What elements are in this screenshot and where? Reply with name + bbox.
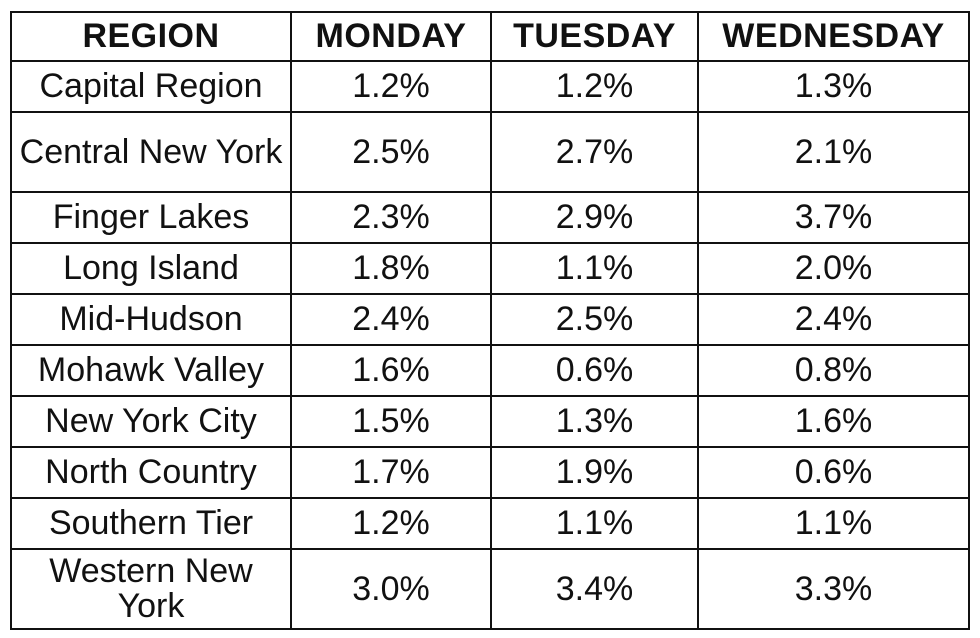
table-row: Capital Region 1.2% 1.2% 1.3% [10,60,970,113]
tuesday-cell: 1.3% [490,395,699,448]
wednesday-cell: 1.3% [697,60,970,113]
table-row: Western New York 3.0% 3.4% 3.3% [10,548,970,630]
region-cell: New York City [10,395,292,448]
header-tuesday: TUESDAY [490,11,699,62]
table-header-row: REGION MONDAY TUESDAY WEDNESDAY [10,11,970,62]
wednesday-cell: 0.8% [697,344,970,397]
monday-cell: 1.6% [290,344,492,397]
region-cell: Western New York [10,548,292,630]
header-monday: MONDAY [290,11,492,62]
monday-cell: 1.2% [290,60,492,113]
region-cell: Mohawk Valley [10,344,292,397]
region-cell: Finger Lakes [10,191,292,244]
table-row: Mohawk Valley 1.6% 0.6% 0.8% [10,344,970,397]
header-region: REGION [10,11,292,62]
tuesday-cell: 2.7% [490,111,699,193]
wednesday-cell: 0.6% [697,446,970,499]
monday-cell: 1.5% [290,395,492,448]
table-row: Long Island 1.8% 1.1% 2.0% [10,242,970,295]
monday-cell: 1.8% [290,242,492,295]
region-cell: North Country [10,446,292,499]
wednesday-cell: 2.1% [697,111,970,193]
region-cell: Mid-Hudson [10,293,292,346]
monday-cell: 1.2% [290,497,492,550]
wednesday-cell: 3.3% [697,548,970,630]
wednesday-cell: 2.0% [697,242,970,295]
table-row: Southern Tier 1.2% 1.1% 1.1% [10,497,970,550]
table-row: Finger Lakes 2.3% 2.9% 3.7% [10,191,970,244]
region-cell: Southern Tier [10,497,292,550]
monday-cell: 1.7% [290,446,492,499]
tuesday-cell: 1.2% [490,60,699,113]
region-table-container: REGION MONDAY TUESDAY WEDNESDAY Capital … [10,11,970,630]
wednesday-cell: 1.6% [697,395,970,448]
wednesday-cell: 3.7% [697,191,970,244]
tuesday-cell: 0.6% [490,344,699,397]
table-row: Central New York 2.5% 2.7% 2.1% [10,111,970,193]
tuesday-cell: 1.1% [490,497,699,550]
tuesday-cell: 2.5% [490,293,699,346]
monday-cell: 3.0% [290,548,492,630]
wednesday-cell: 1.1% [697,497,970,550]
tuesday-cell: 1.9% [490,446,699,499]
monday-cell: 2.4% [290,293,492,346]
monday-cell: 2.5% [290,111,492,193]
tuesday-cell: 3.4% [490,548,699,630]
tuesday-cell: 1.1% [490,242,699,295]
region-cell: Capital Region [10,60,292,113]
table-row: Mid-Hudson 2.4% 2.5% 2.4% [10,293,970,346]
table-row: North Country 1.7% 1.9% 0.6% [10,446,970,499]
table-row: New York City 1.5% 1.3% 1.6% [10,395,970,448]
monday-cell: 2.3% [290,191,492,244]
header-wednesday: WEDNESDAY [697,11,970,62]
region-positivity-table: REGION MONDAY TUESDAY WEDNESDAY Capital … [10,11,970,630]
region-cell: Long Island [10,242,292,295]
region-cell: Central New York [10,111,292,193]
wednesday-cell: 2.4% [697,293,970,346]
tuesday-cell: 2.9% [490,191,699,244]
